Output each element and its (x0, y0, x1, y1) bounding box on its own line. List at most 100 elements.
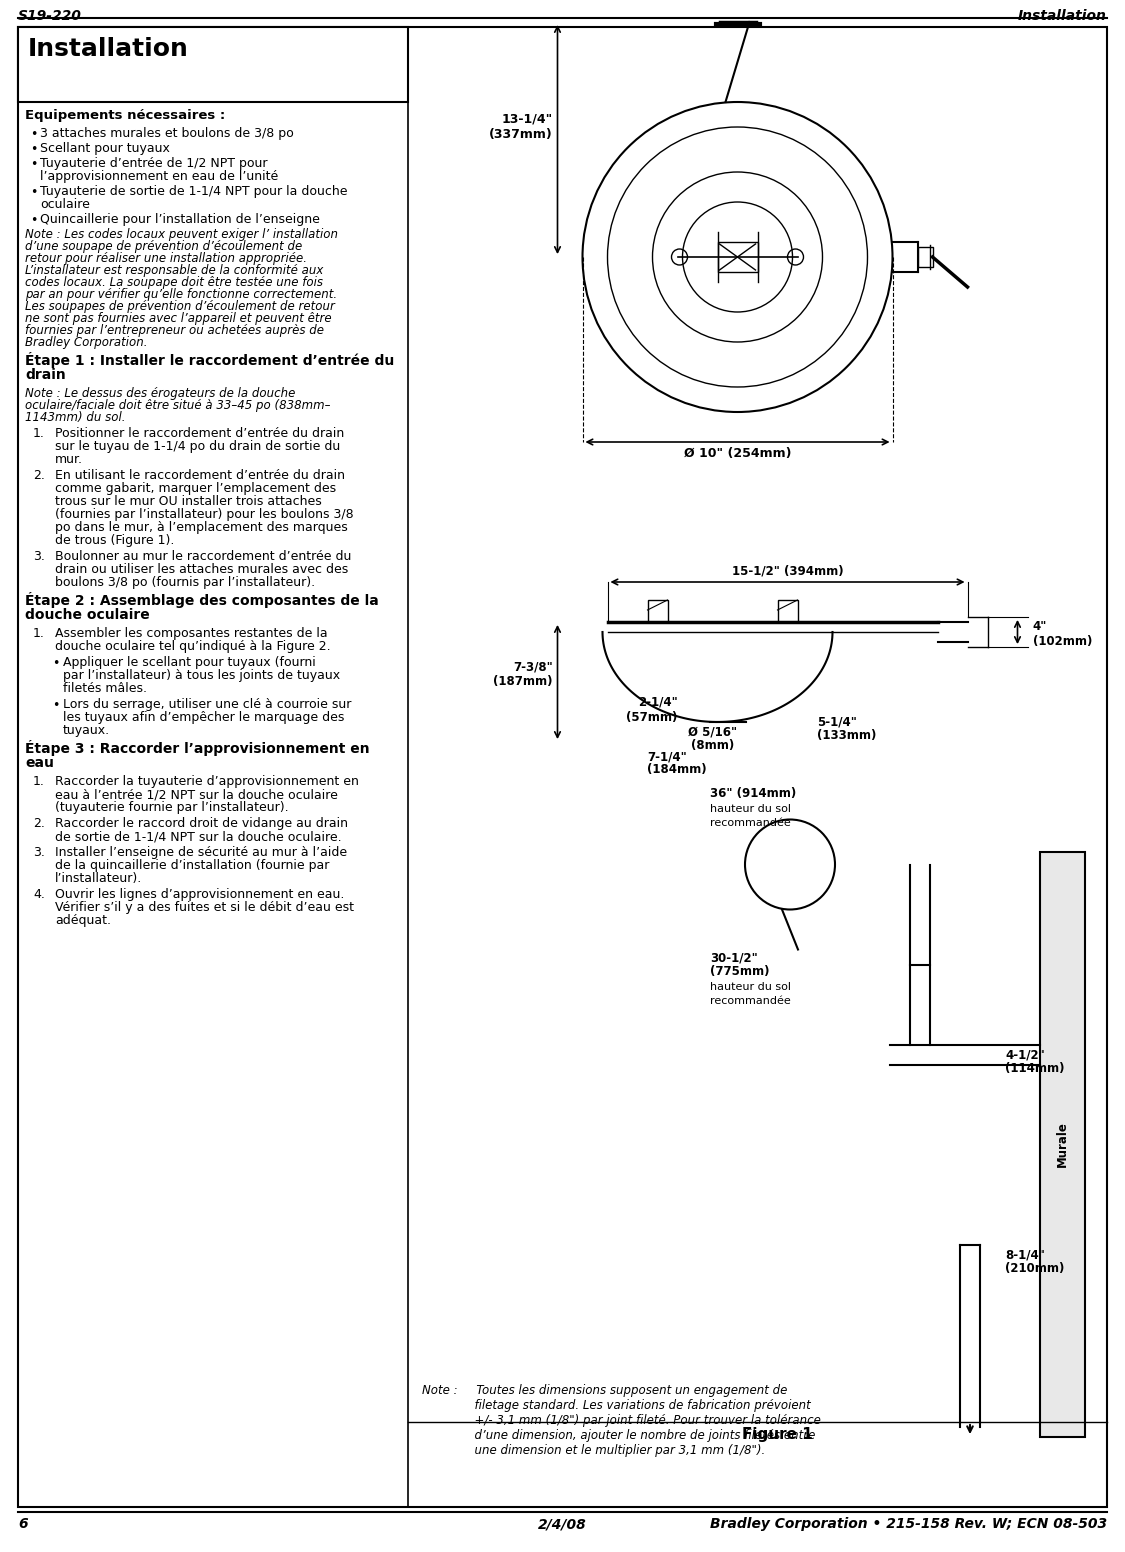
Text: d’une soupape de prévention d’écoulement de: d’une soupape de prévention d’écoulement… (25, 241, 303, 253)
Text: Bradley Corporation • 215-158 Rev. W; ECN 08-503: Bradley Corporation • 215-158 Rev. W; EC… (710, 1516, 1107, 1530)
Bar (18, 26, 408, 102)
Text: 1143mm) du sol.: 1143mm) du sol. (25, 411, 126, 424)
Text: •: • (52, 698, 60, 712)
Text: (187mm): (187mm) (493, 675, 552, 689)
Text: Note :     Toutes les dimensions supposent un engagement de
              fileta: Note : Toutes les dimensions supposent u… (422, 1384, 821, 1457)
Text: Positionner le raccordement d’entrée du drain: Positionner le raccordement d’entrée du … (55, 427, 344, 441)
Text: 13-1/4": 13-1/4" (502, 113, 552, 126)
Text: de la quincaillerie d’installation (fournie par: de la quincaillerie d’installation (four… (55, 858, 330, 872)
Text: drain: drain (25, 368, 65, 382)
Text: codes locaux. La soupape doit être testée une fois: codes locaux. La soupape doit être testé… (25, 276, 323, 289)
Text: (775mm): (775mm) (710, 964, 770, 978)
Text: 1.: 1. (33, 627, 45, 639)
Text: Tuyauterie d’entrée de 1/2 NPT pour: Tuyauterie d’entrée de 1/2 NPT pour (40, 157, 268, 171)
Text: Bradley Corporation.: Bradley Corporation. (25, 335, 147, 349)
Text: (fournies par l’installateur) pour les boulons 3/8: (fournies par l’installateur) pour les b… (55, 508, 353, 521)
Text: (8mm): (8mm) (691, 739, 735, 751)
Text: Assembler les composantes restantes de la: Assembler les composantes restantes de l… (55, 627, 327, 639)
Text: Étape 1 : Installer le raccordement d’entrée du: Étape 1 : Installer le raccordement d’en… (25, 352, 394, 368)
Text: po dans le mur, à l’emplacement des marques: po dans le mur, à l’emplacement des marq… (55, 521, 348, 534)
Text: (184mm): (184mm) (648, 764, 708, 776)
Text: mur.: mur. (55, 453, 83, 466)
Text: 36" (914mm): 36" (914mm) (710, 787, 796, 799)
Text: 2/4/08: 2/4/08 (538, 1516, 586, 1530)
Text: (tuyauterie fournie par l’installateur).: (tuyauterie fournie par l’installateur). (55, 801, 289, 813)
Text: 6: 6 (18, 1516, 28, 1530)
Bar (918, 247, 933, 267)
Text: •: • (30, 186, 37, 199)
Text: trous sur le mur OU installer trois attaches: trous sur le mur OU installer trois atta… (55, 495, 322, 508)
Text: (210mm): (210mm) (1005, 1262, 1064, 1276)
Text: 2.: 2. (33, 469, 45, 483)
Text: 3 attaches murales et boulons de 3/8 po: 3 attaches murales et boulons de 3/8 po (40, 127, 294, 140)
Text: Quincaillerie pour l’installation de l’enseigne: Quincaillerie pour l’installation de l’e… (40, 213, 319, 227)
Text: Installation: Installation (1018, 9, 1107, 23)
Text: 8-1/4": 8-1/4" (1005, 1248, 1045, 1260)
Text: 3.: 3. (33, 846, 45, 858)
Text: par l’installateur) à tous les joints de tuyaux: par l’installateur) à tous les joints de… (63, 669, 340, 681)
Text: 1.: 1. (33, 427, 45, 441)
Text: •: • (30, 158, 37, 171)
Text: S19-220: S19-220 (18, 9, 82, 23)
Text: fournies par l’entrepreneur ou achetées auprès de: fournies par l’entrepreneur ou achetées … (25, 324, 324, 337)
Text: douche oculaire tel qu’indiqué à la Figure 2.: douche oculaire tel qu’indiqué à la Figu… (55, 639, 331, 653)
Text: 15-1/2" (394mm): 15-1/2" (394mm) (731, 563, 844, 577)
Text: de sortie de 1-1/4 NPT sur la douche oculaire.: de sortie de 1-1/4 NPT sur la douche ocu… (55, 830, 342, 843)
Text: Étape 2 : Assemblage des composantes de la: Étape 2 : Assemblage des composantes de … (25, 591, 379, 608)
Bar (648, 601, 667, 622)
Text: •: • (52, 656, 60, 670)
Text: 2-1/4": 2-1/4" (638, 695, 677, 709)
Text: recommandée: recommandée (710, 818, 791, 827)
Text: 4-1/2": 4-1/2" (1005, 1048, 1045, 1062)
Text: Appliquer le scellant pour tuyaux (fourni: Appliquer le scellant pour tuyaux (fourn… (63, 656, 316, 669)
Bar (1040, 852, 1084, 1437)
Text: (57mm): (57mm) (627, 711, 677, 723)
Text: 4.: 4. (33, 888, 45, 902)
Text: 2.: 2. (33, 816, 45, 830)
Text: les tuyaux afin d’empêcher le marquage des: les tuyaux afin d’empêcher le marquage d… (63, 711, 344, 723)
Text: recommandée: recommandée (710, 995, 791, 1006)
Text: l’approvisionnement en eau de l’unité: l’approvisionnement en eau de l’unité (40, 171, 278, 183)
Text: oculaire/faciale doit être situé à 33–45 po (838mm–: oculaire/faciale doit être situé à 33–45… (25, 399, 331, 411)
Text: hauteur du sol: hauteur du sol (710, 982, 791, 992)
Text: Note : Le dessus des érogateurs de la douche: Note : Le dessus des érogateurs de la do… (25, 386, 296, 400)
Text: (102mm): (102mm) (1033, 635, 1092, 649)
Text: filetés mâles.: filetés mâles. (63, 681, 147, 695)
Text: 7-1/4": 7-1/4" (648, 751, 687, 764)
Bar (777, 601, 798, 622)
Text: Tuyauterie de sortie de 1-1/4 NPT pour la douche: Tuyauterie de sortie de 1-1/4 NPT pour l… (40, 185, 348, 199)
Text: Les soupapes de prévention d’écoulement de retour: Les soupapes de prévention d’écoulement … (25, 300, 335, 314)
Text: 30-1/2": 30-1/2" (710, 951, 758, 964)
Text: Raccorder la tuyauterie d’approvisionnement en: Raccorder la tuyauterie d’approvisionnem… (55, 774, 359, 788)
Text: Murale: Murale (1055, 1122, 1069, 1167)
Text: •: • (30, 143, 37, 157)
Text: 7-3/8": 7-3/8" (513, 661, 552, 674)
Text: Ouvrir les lignes d’approvisionnement en eau.: Ouvrir les lignes d’approvisionnement en… (55, 888, 344, 902)
Text: comme gabarit, marquer l’emplacement des: comme gabarit, marquer l’emplacement des (55, 483, 336, 495)
Text: boulons 3/8 po (fournis par l’installateur).: boulons 3/8 po (fournis par l’installate… (55, 576, 315, 590)
Text: douche oculaire: douche oculaire (25, 608, 150, 622)
Text: ne sont pas fournies avec l’appareil et peuvent être: ne sont pas fournies avec l’appareil et … (25, 312, 332, 324)
Text: Note : Les codes locaux peuvent exiger l’ installation: Note : Les codes locaux peuvent exiger l… (25, 228, 337, 241)
Text: 1.: 1. (33, 774, 45, 788)
Text: tuyaux.: tuyaux. (63, 723, 110, 737)
Text: Étape 3 : Raccorder l’approvisionnement en: Étape 3 : Raccorder l’approvisionnement … (25, 740, 370, 756)
Text: Figure 1: Figure 1 (742, 1426, 813, 1442)
Text: 3.: 3. (33, 549, 45, 563)
Text: adéquat.: adéquat. (55, 914, 111, 927)
Text: (133mm): (133mm) (818, 728, 876, 742)
Text: eau à l’entrée 1/2 NPT sur la douche oculaire: eau à l’entrée 1/2 NPT sur la douche ocu… (55, 788, 338, 801)
Text: drain ou utiliser les attaches murales avec des: drain ou utiliser les attaches murales a… (55, 563, 349, 576)
Text: 5-1/4": 5-1/4" (818, 715, 857, 728)
Text: Lors du serrage, utiliser une clé à courroie sur: Lors du serrage, utiliser une clé à cour… (63, 698, 351, 711)
Text: Ø 10" (254mm): Ø 10" (254mm) (684, 447, 791, 459)
Text: •: • (30, 214, 37, 227)
Text: (337mm): (337mm) (488, 127, 552, 141)
Text: Raccorder le raccord droit de vidange au drain: Raccorder le raccord droit de vidange au… (55, 816, 348, 830)
Text: par an pour vérifier qu’elle fonctionne correctement.: par an pour vérifier qu’elle fonctionne … (25, 289, 337, 301)
Text: Scellant pour tuyaux: Scellant pour tuyaux (40, 141, 170, 155)
Bar (718, 242, 757, 272)
Text: •: • (30, 127, 37, 141)
Text: Installer l’enseigne de sécurité au mur à l’aide: Installer l’enseigne de sécurité au mur … (55, 846, 348, 858)
Text: l’installateur).: l’installateur). (55, 872, 142, 885)
